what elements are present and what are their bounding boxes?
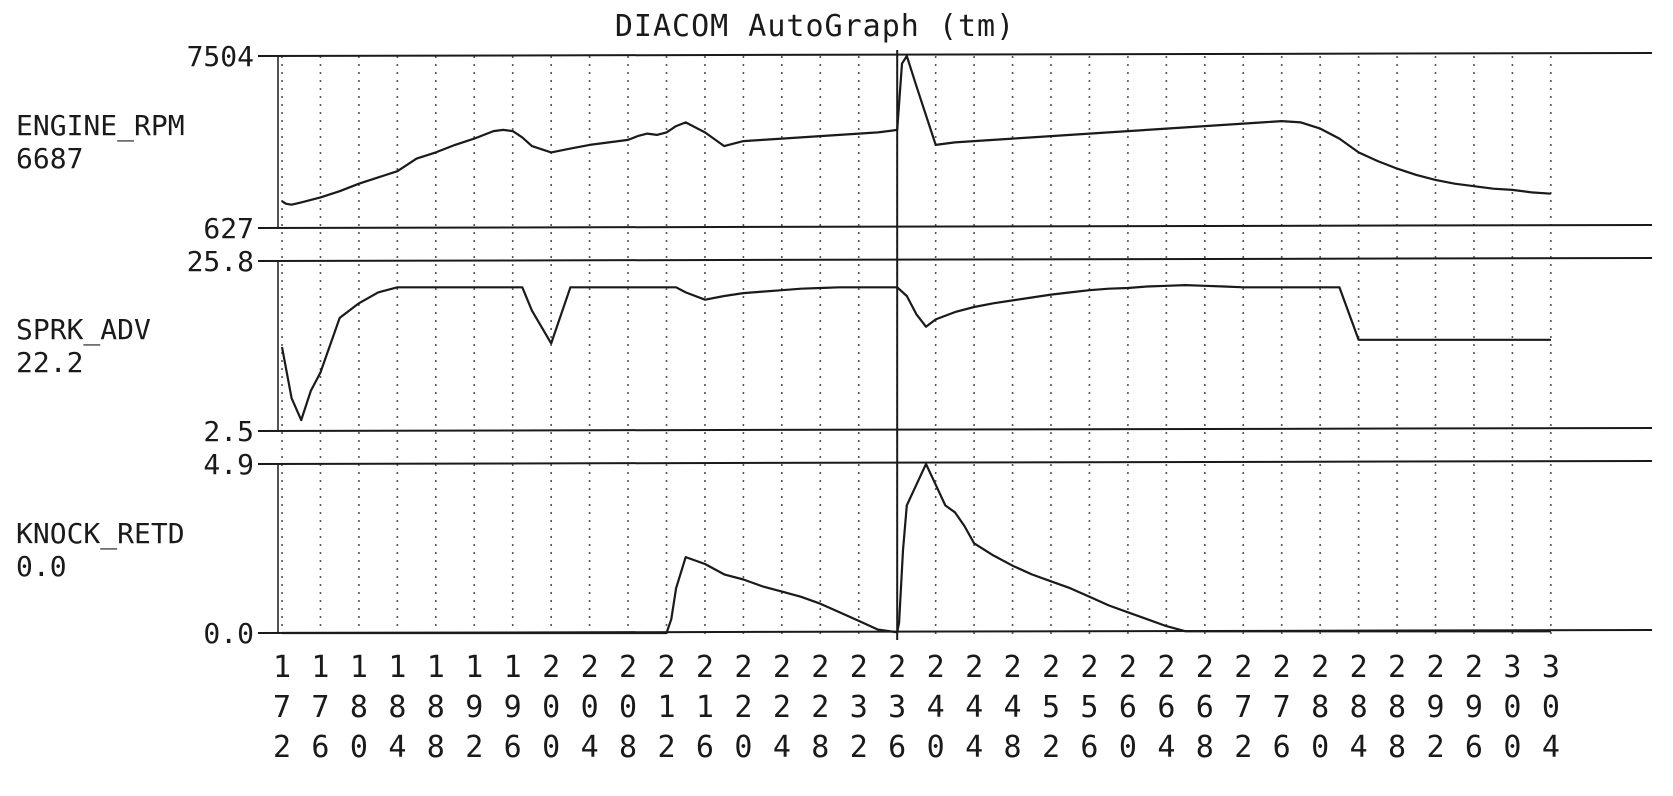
y-max-label: 4.9 (203, 448, 254, 481)
y-max-label: 7504 (187, 40, 254, 73)
chart-title: DIACOM AutoGraph (tm) (615, 9, 1015, 44)
panel-top-line (257, 460, 1653, 465)
y-max-label: 25.8 (187, 245, 254, 278)
panel-bottom-line (257, 427, 1653, 432)
cursor-value: 6687 (16, 142, 83, 175)
panel-top-line (257, 257, 1653, 262)
series-line-sprk-adv (280, 284, 1551, 422)
series-name: KNOCK_RETD (16, 517, 185, 551)
x-axis-tick-labels: 1 7 2 1 7 6 1 8 0 1 8 4 1 8 8 1 9 2 1 9 6 2 0 0 2 0 4 2 0 8 2 1 2 2 1 6 2 2 0 2… (273, 650, 1560, 765)
cursor-value: 0.0 (16, 550, 67, 583)
y-min-label: 2.5 (203, 415, 254, 448)
y-min-label: 627 (203, 212, 254, 245)
panel-top-line (257, 52, 1653, 57)
series-name: ENGINE_RPM (16, 109, 185, 143)
series-name: SPRK_ADV (16, 313, 151, 347)
vertical-gridlines (281, 56, 1552, 635)
y-min-label: 0.0 (203, 617, 254, 650)
cursor-value: 22.2 (16, 346, 83, 379)
series-line-engine-rpm (281, 54, 1551, 206)
series-line-knock-retd (282, 462, 1551, 635)
panel-bottom-line (257, 224, 1653, 229)
